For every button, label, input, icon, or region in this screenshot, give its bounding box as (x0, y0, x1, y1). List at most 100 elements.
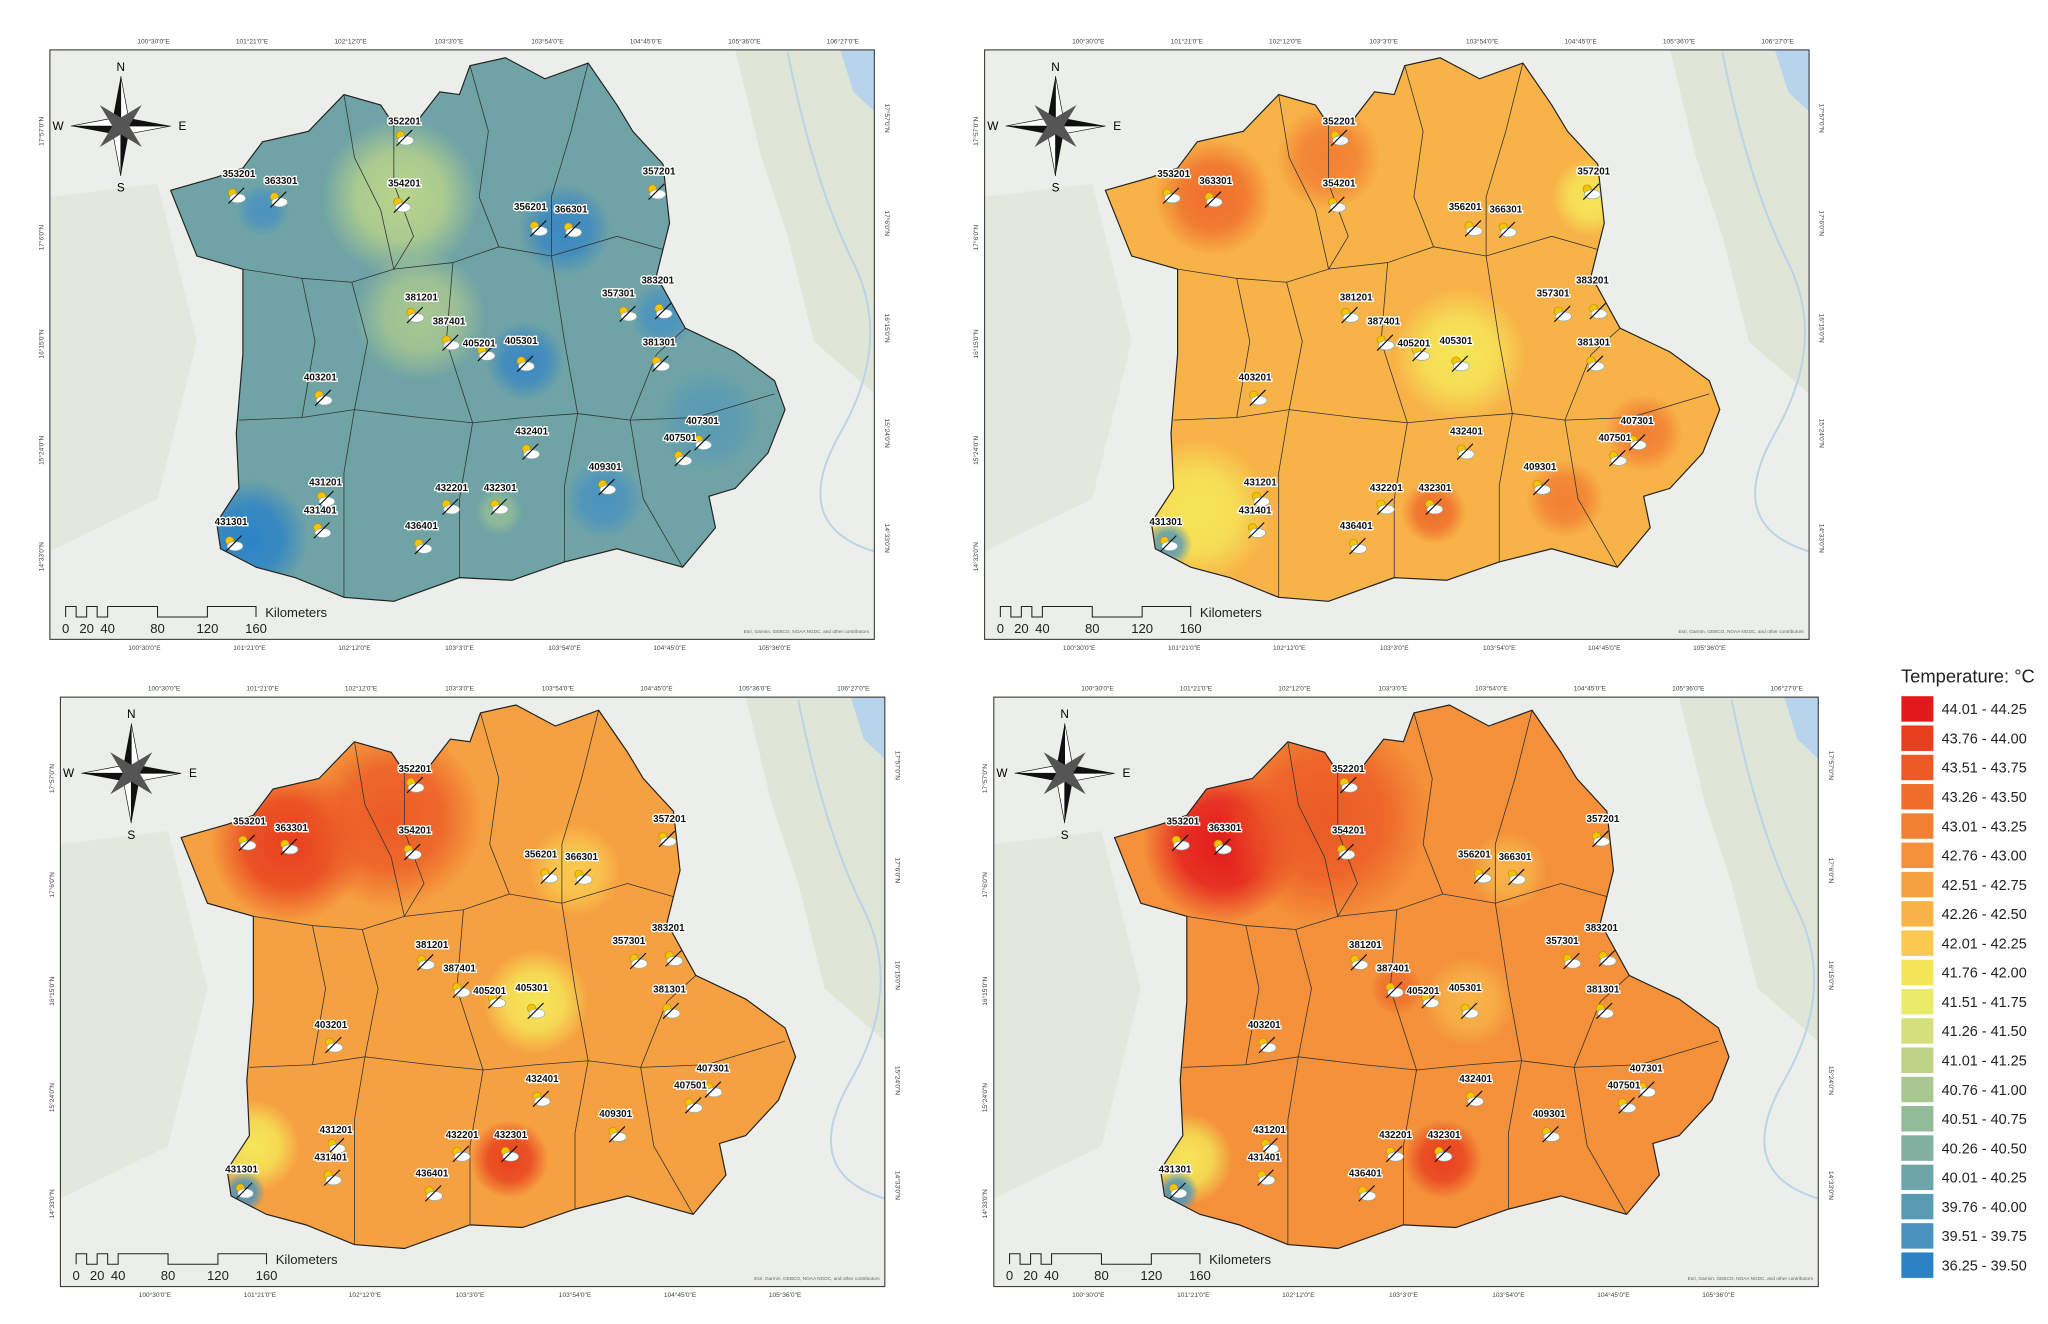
station-pointer (522, 443, 539, 460)
right-tick: 16°15'0"N (883, 314, 891, 343)
scale-unit: Kilometers (1200, 605, 1262, 620)
station-pointer (1376, 498, 1394, 516)
station: 381201 (1348, 939, 1384, 971)
water (840, 49, 875, 112)
station: 381301 (641, 336, 677, 372)
station-label: 357201 (643, 167, 676, 178)
map-panel: 352201 353201 363301 354201 357201 356201 3663… (48, 685, 902, 1300)
station-pointer (1385, 981, 1403, 999)
station-pointer (1328, 196, 1345, 214)
station: 383201 (651, 921, 686, 967)
station: 357201 (1576, 165, 1612, 200)
station-pointer (325, 1036, 342, 1054)
legend-swatch (1900, 841, 1935, 869)
station-label: 383201 (1576, 276, 1609, 287)
station-pointer (490, 498, 508, 516)
compass-star (99, 105, 142, 148)
right-tick: 14°33'0"N (1818, 524, 1826, 553)
station: 354201 (387, 177, 423, 214)
station-label: 403201 (304, 373, 337, 384)
map-panel: 352201 353201 363301 354201 357201 356201 3663… (981, 685, 1835, 1300)
station-label: 432401 (1450, 427, 1483, 438)
station-label: 353201 (233, 816, 266, 827)
bottom-tick: 100°30'0"E (1063, 644, 1096, 652)
left-tick: 15°24'0"N (48, 1083, 56, 1112)
station-label: 383201 (1585, 923, 1618, 934)
river (1730, 699, 1819, 1200)
district-boundary (1287, 929, 1312, 1245)
region-outline (1113, 704, 1730, 1250)
station: 432301 (1426, 1129, 1462, 1163)
district-boundary (640, 975, 697, 1068)
top-tick: 101°21'0"E (246, 685, 279, 693)
map-body: 352201 353201 363301 354201 357201 356201 3663… (993, 697, 1819, 1287)
station: 383201 (1584, 921, 1620, 967)
station: 357201 (641, 165, 677, 200)
left-tick: 16°15'0"N (37, 329, 45, 358)
legend-label: 39.76 - 40.00 (1942, 1200, 2027, 1216)
legend-swatch (1900, 1193, 1935, 1221)
station-pointer (314, 389, 332, 407)
region-outline (1104, 57, 1721, 602)
station-label: 381301 (1587, 985, 1620, 996)
station-pointer (1498, 221, 1516, 239)
station: 357301 (601, 287, 638, 323)
scale-label: 40 (111, 1268, 126, 1283)
legend-swatch (1900, 929, 1935, 957)
station: 431401 (303, 504, 339, 539)
north-arrow: N E S W (987, 60, 1121, 195)
basemap-relief (984, 183, 1132, 552)
legend-label: 43.51 - 43.75 (1942, 761, 2027, 777)
scale-bar (1009, 1253, 1201, 1265)
compass-star (1034, 105, 1077, 148)
north-arrow: N E S W (53, 60, 187, 195)
left-tick: 16°15'0"N (972, 329, 980, 358)
scale-unit: Kilometers (276, 1252, 338, 1267)
station-pointer (1385, 1145, 1403, 1163)
bottom-tick: 105°36'0"E (758, 644, 791, 652)
station: 354201 (397, 824, 433, 861)
station-label: 405301 (505, 336, 538, 347)
district-boundary (629, 420, 684, 568)
station-pointer (654, 302, 672, 320)
station-pointer (406, 306, 424, 324)
station: 407301 (695, 1062, 731, 1098)
legend-swatch (1900, 958, 1935, 986)
temperature-surface (190, 62, 775, 598)
map-body: 352201 353201 363301 354201 357201 356201 3663… (984, 49, 1810, 640)
station-pointer (658, 830, 676, 848)
map-body: 352201 353201 363301 354201 357201 356201 3663… (49, 49, 875, 640)
station-pointer (1595, 1002, 1613, 1020)
top-tick: 104°45'0"E (630, 37, 663, 45)
legend-label: 41.01 - 41.25 (1942, 1053, 2027, 1069)
station: 409301 (598, 1108, 634, 1143)
station: 432301 (493, 1129, 529, 1163)
station-label: 407301 (686, 416, 719, 427)
station-pointer (403, 843, 421, 861)
station: 403201 (313, 1019, 349, 1054)
station-label: 431201 (1253, 1125, 1286, 1136)
compass-star (110, 752, 153, 795)
district-boundary (550, 62, 589, 257)
station-label: 431401 (314, 1153, 347, 1164)
station-pointer (674, 449, 691, 467)
bottom-tick: 104°45'0"E (1588, 644, 1621, 652)
compass-n: N (117, 60, 126, 74)
station-label: 381201 (416, 940, 449, 951)
station-label: 381301 (653, 985, 686, 996)
top-tick: 100°30'0"E (148, 685, 181, 693)
scale-label: 160 (245, 621, 267, 636)
station: 356201 (1457, 848, 1493, 884)
station-pointer (487, 992, 505, 1009)
district-boundary (561, 903, 589, 1210)
temperature-surface (1140, 710, 1719, 1245)
surface-blob (1604, 393, 1684, 473)
compass-s: S (117, 181, 125, 195)
station-label: 431401 (1239, 505, 1272, 516)
water (850, 697, 885, 759)
station: 357201 (652, 813, 688, 848)
station: 405201 (1396, 337, 1432, 362)
station: 409301 (1531, 1108, 1567, 1143)
station-pointer (1171, 834, 1189, 852)
